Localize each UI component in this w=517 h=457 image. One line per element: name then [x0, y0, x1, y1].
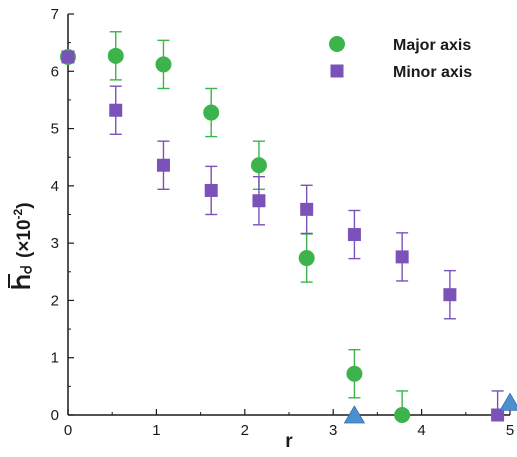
marker-s2-p0	[343, 405, 366, 424]
marker-s2-p1	[499, 392, 517, 411]
legend-label-1: Minor axis	[393, 64, 472, 81]
legend-marker-1	[330, 64, 344, 78]
plot-area: 0 1 2 3 4 5 0 1 2 3 4 5 6 7	[51, 6, 517, 439]
y-tick-label-0: 0	[51, 407, 59, 424]
x-tick-label-4: 4	[417, 422, 425, 439]
marker-s1-p0	[61, 50, 75, 64]
marker-s1-p7	[395, 250, 409, 264]
y-tick-label-5: 5	[51, 121, 59, 138]
marker-s0-p1	[107, 47, 124, 64]
y-tick-label-6: 6	[51, 63, 59, 80]
x-tick-label-3: 3	[329, 422, 337, 439]
marker-s1-p1	[109, 103, 123, 117]
y-tick-label-1: 1	[51, 350, 59, 367]
data-markers	[60, 47, 517, 424]
h-bar-sub-d-glyph	[8, 266, 32, 289]
y-tick-label-7: 7	[51, 6, 59, 23]
y-tick-label-2: 2	[51, 292, 59, 309]
marker-s1-p5	[300, 202, 314, 216]
marker-s0-p3	[203, 104, 220, 121]
marker-s1-p3	[204, 183, 218, 197]
marker-s0-p2	[155, 56, 172, 73]
y-tick-label-3: 3	[51, 235, 59, 252]
x-tick-label-0: 0	[64, 422, 72, 439]
legend-label-0: Major axis	[393, 37, 471, 54]
error-bars	[109, 31, 504, 416]
x-axis-title: r	[285, 431, 293, 452]
legend-marker-0	[329, 36, 345, 52]
marker-s1-p6	[347, 228, 361, 242]
axis-ticks: 0 1 2 3 4 5 0 1 2 3 4 5 6 7	[51, 6, 515, 439]
marker-s1-p8	[443, 288, 457, 302]
marker-s0-p7	[394, 407, 411, 423]
y-axis-label-main: (×10	[14, 219, 35, 258]
marker-s0-p6	[346, 365, 363, 382]
marker-s0-p5	[298, 250, 315, 267]
marker-s1-p4	[252, 194, 266, 208]
legend: Major axis Minor axis	[329, 36, 472, 81]
marker-s0-p4	[250, 157, 267, 174]
x-tick-label-5: 5	[506, 422, 514, 439]
marker-s1-p2	[156, 158, 170, 172]
marker-s1-p9	[491, 408, 505, 422]
y-axis-label-exponent: -2	[11, 208, 25, 219]
y-axis-label-close: )	[14, 202, 35, 208]
x-tick-label-2: 2	[241, 422, 249, 439]
y-tick-label-4: 4	[51, 178, 59, 195]
svg-text:(×10-2): (×10-2)	[11, 202, 35, 258]
x-tick-label-1: 1	[152, 422, 160, 439]
y-axis-title: (×10-2)	[8, 202, 35, 289]
